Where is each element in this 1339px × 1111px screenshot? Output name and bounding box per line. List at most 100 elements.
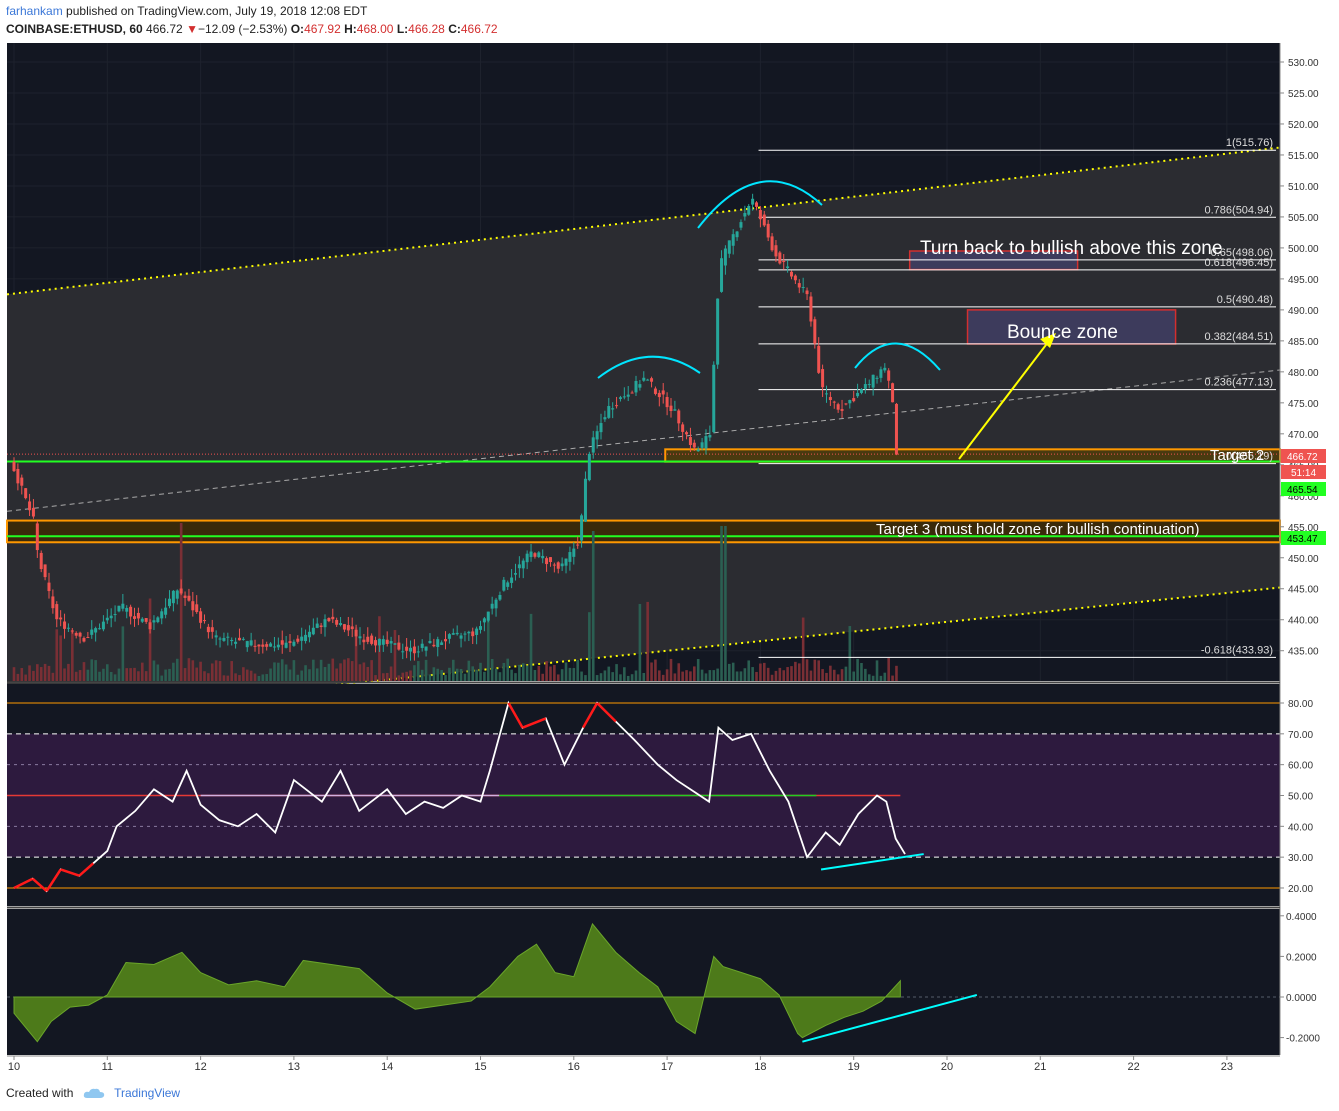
volume-bars xyxy=(12,523,898,681)
candle-body xyxy=(502,579,506,591)
volume-bar xyxy=(743,668,747,681)
candle-body xyxy=(440,642,444,645)
rsi-line[interactable] xyxy=(13,700,906,893)
volume-bar xyxy=(576,660,579,681)
candle-body xyxy=(292,641,296,646)
candle-body xyxy=(646,379,650,381)
fib-retracement[interactable]: 1(515.76) 0.786(504.94) 0.65(498.06)0.618(… xyxy=(758,137,1276,658)
momentum-tick-label: -0.2000 xyxy=(1286,1034,1320,1045)
last-price-badge xyxy=(1281,449,1326,463)
volume-bar xyxy=(331,658,335,681)
volume-bar xyxy=(187,658,191,681)
momentum-tick-label: 0.0000 xyxy=(1286,993,1317,1004)
rsi-extreme-segment xyxy=(13,877,34,890)
candle-body xyxy=(599,423,603,433)
candle-body xyxy=(790,271,793,277)
author-link[interactable]: farhankam xyxy=(6,4,63,18)
candle-body xyxy=(420,643,424,648)
candle-body xyxy=(55,604,59,620)
volume-bar xyxy=(607,666,611,681)
target2-zone[interactable] xyxy=(664,448,1281,463)
candle-body xyxy=(552,564,556,566)
volume-bar xyxy=(401,672,405,681)
candle-body xyxy=(78,632,82,637)
candles xyxy=(12,193,898,661)
volume-bar xyxy=(420,669,424,681)
candle-body xyxy=(490,603,494,609)
y-tick-label: 485.00 xyxy=(1288,337,1319,348)
x-tick-label: 21 xyxy=(1034,1061,1046,1073)
candle-body xyxy=(168,598,171,607)
x-tick-label: 11 xyxy=(102,1061,113,1073)
candle-body xyxy=(653,388,657,394)
candle-body xyxy=(335,619,339,625)
volume-bar xyxy=(595,675,599,681)
momentum-area[interactable] xyxy=(13,922,901,1043)
candle-body xyxy=(510,577,514,583)
candle-body xyxy=(630,392,634,394)
volume-bar xyxy=(67,663,70,681)
candle-body xyxy=(793,275,797,281)
rsi-tick-label: 40.00 xyxy=(1288,822,1313,833)
candle-body xyxy=(770,236,774,251)
volume-bar xyxy=(471,666,475,681)
rsi-divergence-line[interactable] xyxy=(820,853,924,871)
volume-bar xyxy=(253,673,257,681)
volume-bar xyxy=(483,671,486,681)
volume-bar xyxy=(813,659,817,681)
channel-mid-line[interactable] xyxy=(6,369,1281,512)
rsi-pane[interactable] xyxy=(7,684,1280,906)
momentum-pane[interactable] xyxy=(7,909,1280,1055)
shoulder-arc-right[interactable] xyxy=(854,342,941,371)
candle-body xyxy=(175,590,179,599)
candle-body xyxy=(611,408,615,410)
volume-bar xyxy=(179,523,183,681)
volume-bar xyxy=(117,668,121,681)
candle-body xyxy=(354,629,358,637)
volume-bar xyxy=(879,675,883,681)
candle-body xyxy=(424,646,428,651)
volume-bar xyxy=(218,661,222,681)
bounce-arrow-line[interactable] xyxy=(958,336,1053,460)
volume-bar xyxy=(747,660,751,681)
volume-bar xyxy=(514,673,517,681)
candle-body xyxy=(871,374,875,388)
candle-body xyxy=(688,437,692,445)
candle-body xyxy=(455,632,459,635)
head-arc[interactable] xyxy=(697,180,823,229)
candle-body xyxy=(109,615,113,619)
volume-bar xyxy=(137,671,140,681)
volume-bar xyxy=(374,675,377,681)
momentum-divergence-line[interactable] xyxy=(802,994,978,1043)
volume-bar xyxy=(440,670,443,681)
volume-bar xyxy=(611,672,614,681)
bounce-zone[interactable] xyxy=(966,309,1177,345)
candle-body xyxy=(339,623,343,626)
volume-bar xyxy=(261,674,265,681)
turn-back-label: Turn back to bullish above this zone xyxy=(920,238,1222,259)
candle-body xyxy=(195,604,199,612)
momentum-tick-label: 0.2000 xyxy=(1286,952,1317,963)
price-pane[interactable]: 1(515.76) 0.786(504.94) 0.65(498.06)0.618(… xyxy=(6,43,1281,720)
candle-body xyxy=(677,410,681,424)
volume-bar xyxy=(417,661,420,681)
volume-bar xyxy=(545,661,548,681)
candle-body xyxy=(801,287,805,289)
volume-bar xyxy=(249,670,253,681)
candle-body xyxy=(739,222,743,228)
candle-body xyxy=(210,627,214,632)
candle-body xyxy=(486,611,490,621)
shoulder-arc-left[interactable] xyxy=(597,355,701,379)
volume-bar xyxy=(451,659,455,681)
momentum-tick-label: 0.4000 xyxy=(1286,912,1317,923)
volume-bar xyxy=(102,668,105,681)
volume-bar xyxy=(362,662,366,681)
volume-bar xyxy=(51,672,55,681)
candle-body xyxy=(548,557,552,563)
volume-bar xyxy=(549,666,552,681)
volume-bar xyxy=(214,660,218,681)
volume-bar xyxy=(152,660,156,681)
tradingview-link[interactable]: TradingView xyxy=(114,1086,181,1100)
channel-fill xyxy=(7,147,1280,719)
